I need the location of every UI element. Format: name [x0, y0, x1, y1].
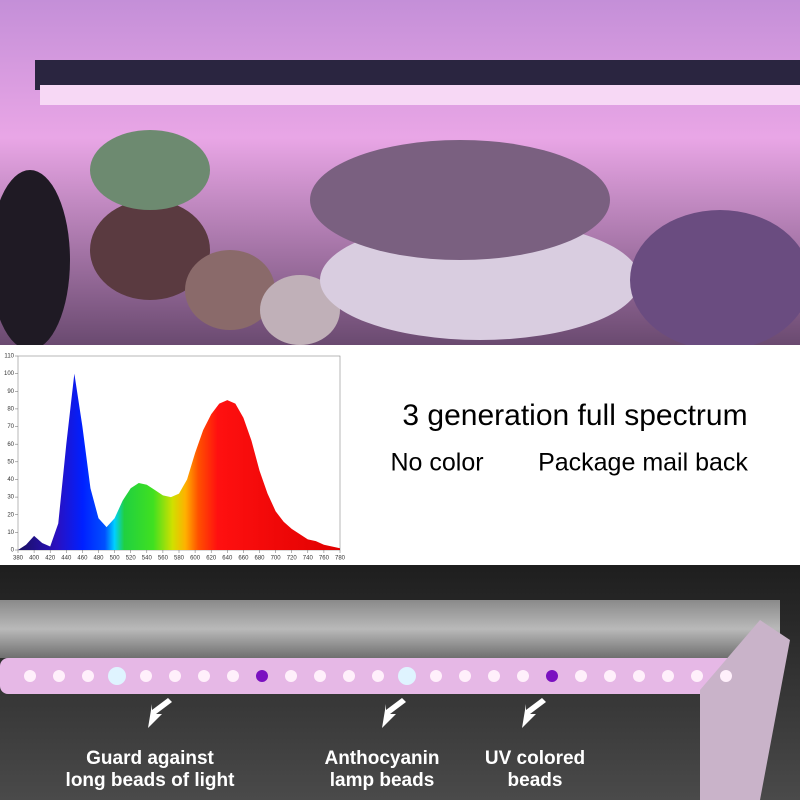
bead: [372, 670, 384, 682]
bead: [691, 670, 703, 682]
bead: [198, 670, 210, 682]
arrow: [382, 698, 406, 728]
subline: Package mail back: [538, 449, 748, 477]
bead: [285, 670, 297, 682]
x-tick-label: 600: [190, 556, 201, 562]
plant: [90, 130, 210, 210]
callout-text: long beads of light: [66, 770, 236, 791]
pot: [185, 250, 275, 330]
bead: [604, 670, 616, 682]
x-tick-label: 560: [158, 556, 169, 562]
aluminum-bar: [0, 600, 780, 658]
y-tick-label: 100: [4, 371, 15, 377]
x-tick-label: 700: [271, 556, 282, 562]
plant: [310, 140, 610, 260]
pot: [260, 275, 340, 345]
y-tick-label: 90: [7, 389, 14, 395]
bead: [575, 670, 587, 682]
y-tick-label: 0: [11, 548, 15, 554]
arrow: [148, 698, 172, 728]
callout-text: Guard against: [86, 748, 214, 769]
bead: [82, 670, 94, 682]
arrows: [148, 698, 546, 728]
spectrum-area: [18, 373, 340, 550]
bead: [256, 670, 268, 682]
bead: [108, 667, 126, 685]
bead: [633, 670, 645, 682]
y-tick-label: 60: [7, 442, 14, 448]
x-tick-label: 380: [13, 556, 24, 562]
subline: No color: [390, 449, 483, 477]
x-tick-label: 460: [77, 556, 88, 562]
y-tick-label: 80: [7, 406, 14, 412]
bead: [169, 670, 181, 682]
y-tick-label: 40: [7, 477, 14, 483]
callout-text: Anthocyanin: [324, 748, 439, 769]
arrow: [522, 698, 546, 728]
bead: [459, 670, 471, 682]
x-tick-label: 500: [110, 556, 121, 562]
y-tick-label: 50: [7, 459, 14, 465]
shadow: [0, 170, 70, 350]
x-tick-label: 520: [126, 556, 137, 562]
callout-text: beads: [508, 770, 563, 791]
bead: [24, 670, 36, 682]
bead: [430, 670, 442, 682]
x-tick-label: 540: [142, 556, 153, 562]
bracket: [700, 620, 790, 800]
y-tick-label: 10: [7, 530, 14, 536]
x-tick-label: 760: [319, 556, 330, 562]
bead: [140, 670, 152, 682]
x-tick-label: 580: [174, 556, 185, 562]
callout-text: UV colored: [485, 748, 585, 769]
spectrum-chart: 0 10 20 30 40 50 60 70 80 90 100 110 380 400 420 440 460…: [4, 354, 346, 562]
y-tick-label: 30: [7, 495, 14, 501]
lamp-strip: [40, 85, 800, 105]
x-tick-label: 660: [238, 556, 249, 562]
bead: [662, 670, 674, 682]
x-tick-label: 680: [254, 556, 265, 562]
bead: [546, 670, 558, 682]
x-tick-label: 420: [45, 556, 56, 562]
x-tick-label: 400: [29, 556, 40, 562]
y-tick-label: 20: [7, 512, 14, 518]
bead: [227, 670, 239, 682]
plant: [630, 210, 800, 350]
pot: [90, 200, 210, 300]
bead: [720, 670, 732, 682]
bead: [343, 670, 355, 682]
x-tick-label: 780: [335, 556, 346, 562]
headline: 3 generation full spectrum: [402, 399, 747, 432]
x-tick-label: 480: [93, 556, 104, 562]
bead: [488, 670, 500, 682]
x-tick-label: 640: [222, 556, 233, 562]
x-tick-label: 740: [303, 556, 314, 562]
beads: [24, 667, 732, 685]
callout-text: lamp beads: [330, 770, 435, 791]
x-tick-label: 440: [61, 556, 72, 562]
bead: [398, 667, 416, 685]
bead: [517, 670, 529, 682]
x-tick-label: 720: [287, 556, 298, 562]
x-tick-label: 620: [206, 556, 217, 562]
y-tick-label: 110: [4, 354, 14, 360]
bead: [314, 670, 326, 682]
bead: [53, 670, 65, 682]
y-tick-label: 70: [7, 424, 14, 430]
